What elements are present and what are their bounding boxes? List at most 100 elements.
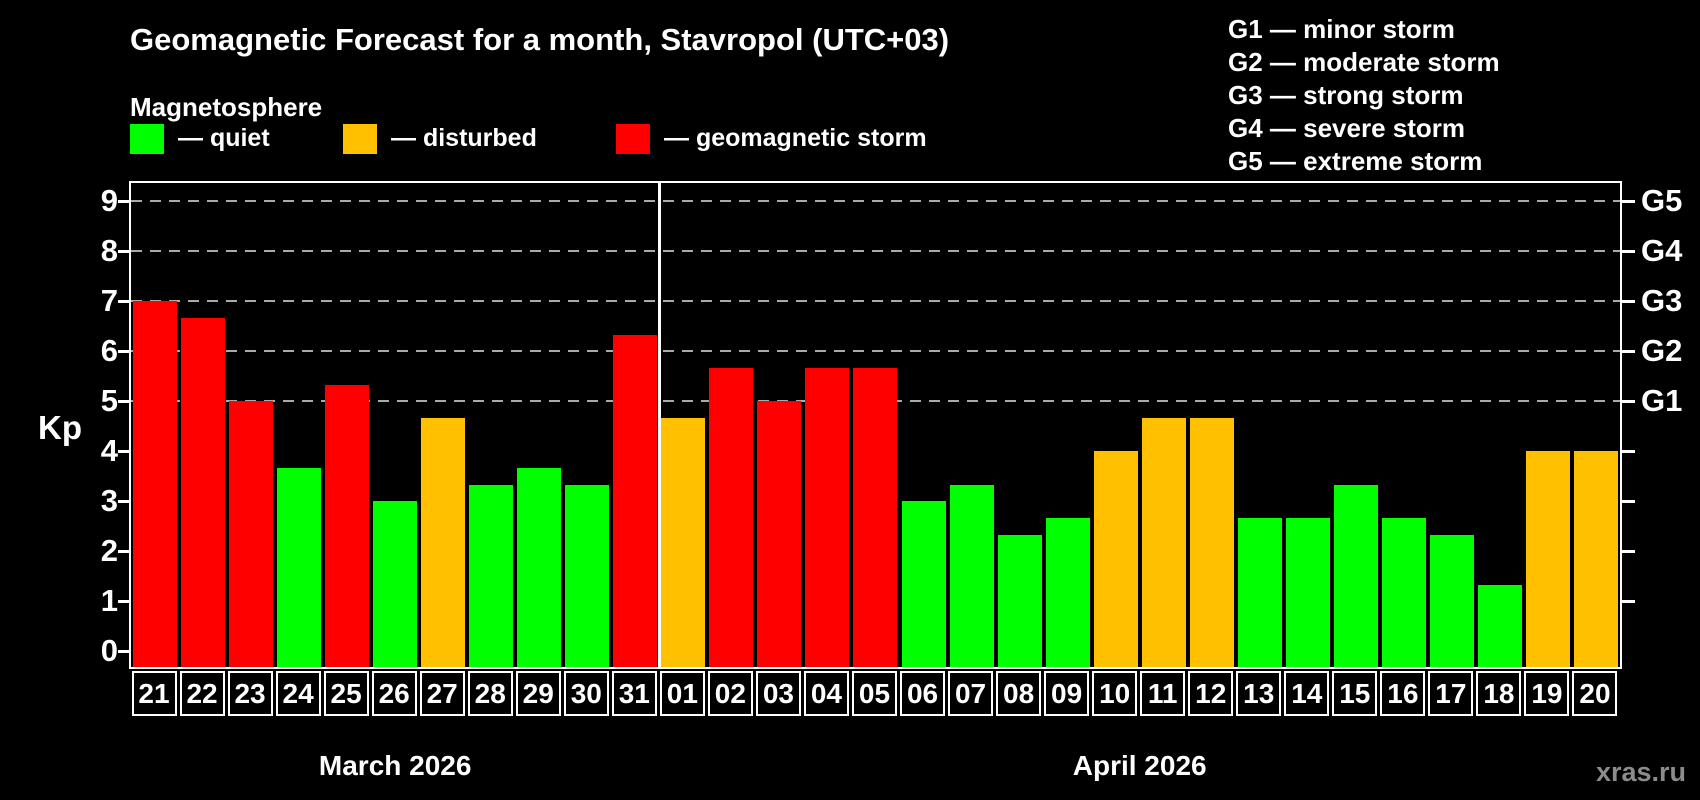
kp-bar-april-07 [949, 484, 994, 667]
y-tick-label-9: 9 [100, 183, 118, 218]
right-tick-mark-9 [1622, 200, 1635, 203]
date-label-25: 25 [323, 671, 369, 716]
date-label-13: 13 [1236, 671, 1282, 716]
date-label-31: 31 [611, 671, 657, 716]
y-tick-mark-8 [118, 250, 130, 253]
legend-item-storm: — geomagnetic storm [616, 123, 927, 154]
kp-bar-april-14 [1285, 517, 1330, 667]
kp-bar-march-30 [565, 484, 610, 667]
kp-bar-march-28 [469, 484, 514, 667]
right-axis-label-g3: G3 [1641, 283, 1683, 318]
kp-bar-march-23 [229, 401, 274, 667]
kp-bar-april-15 [1333, 484, 1378, 667]
magnetosphere-label: Magnetosphere [130, 92, 323, 122]
right-tick-mark-7 [1622, 300, 1635, 303]
y-tick-label-3: 3 [100, 483, 118, 518]
date-label-18: 18 [1476, 671, 1522, 716]
g-scale-legend: G1 — minor storm G2 — moderate storm G3 — … [1228, 13, 1500, 178]
y-tick-mark-0 [118, 650, 130, 653]
kp-bar-april-05 [853, 367, 898, 667]
kp-bar-march-22 [181, 317, 226, 667]
y-tick-mark-2 [118, 550, 130, 553]
y-axis-title: Kp [38, 409, 82, 446]
date-label-07: 07 [948, 671, 994, 716]
kp-bar-march-26 [373, 501, 418, 667]
chart-title: Geomagnetic Forecast for a month, Stavro… [130, 22, 950, 57]
date-label-20: 20 [1572, 671, 1618, 716]
right-axis-label-g5: G5 [1641, 183, 1683, 218]
gridline-kp7 [131, 300, 1620, 302]
right-tick-mark-8 [1622, 250, 1635, 253]
y-tick-mark-4 [118, 450, 130, 453]
date-label-02: 02 [707, 671, 753, 716]
g-legend-line-5: G5 — extreme storm [1228, 146, 1483, 176]
y-tick-mark-7 [118, 300, 130, 303]
kp-bar-april-03 [757, 401, 802, 667]
storm-label: — geomagnetic storm [664, 124, 927, 152]
right-tick-mark-1 [1622, 600, 1635, 603]
kp-bar-april-01 [661, 417, 706, 667]
kp-bar-april-18 [1477, 584, 1522, 667]
g-legend-line-1: G1 — minor storm [1228, 14, 1455, 44]
kp-bar-april-08 [997, 534, 1042, 667]
date-label-23: 23 [227, 671, 273, 716]
kp-bar-march-29 [517, 467, 562, 667]
kp-bar-april-12 [1189, 417, 1234, 667]
gridline-kp8 [131, 250, 1620, 252]
plot-area [129, 181, 1622, 669]
y-tick-label-5: 5 [100, 383, 118, 418]
month-separator [657, 183, 661, 667]
date-label-29: 29 [515, 671, 561, 716]
date-label-14: 14 [1284, 671, 1330, 716]
y-tick-label-7: 7 [100, 283, 118, 318]
kp-bar-march-24 [277, 467, 322, 667]
g-legend-line-3: G3 — strong storm [1228, 80, 1464, 110]
date-label-17: 17 [1428, 671, 1474, 716]
kp-bar-april-13 [1237, 517, 1282, 667]
date-label-22: 22 [179, 671, 225, 716]
g-legend-line-2: G2 — moderate storm [1228, 47, 1500, 77]
right-tick-mark-2 [1622, 550, 1635, 553]
kp-bar-april-20 [1573, 451, 1618, 667]
date-label-28: 28 [467, 671, 513, 716]
legend-item-disturbed: — disturbed [343, 123, 537, 154]
legend-item-quiet: — quiet [130, 123, 270, 154]
plot-inner [131, 183, 1620, 667]
kp-bar-april-19 [1525, 451, 1570, 667]
watermark: xras.ru [1595, 757, 1686, 787]
right-tick-mark-5 [1622, 400, 1635, 403]
y-tick-label-1: 1 [100, 583, 118, 618]
kp-bar-april-11 [1141, 417, 1186, 667]
right-tick-mark-3 [1622, 500, 1635, 503]
date-label-26: 26 [371, 671, 417, 716]
kp-bar-april-09 [1045, 517, 1090, 667]
right-tick-mark-6 [1622, 350, 1635, 353]
y-tick-mark-3 [118, 500, 130, 503]
kp-bar-march-31 [613, 334, 658, 667]
right-tick-mark-4 [1622, 450, 1635, 453]
date-label-24: 24 [275, 671, 321, 716]
kp-bar-april-06 [901, 501, 946, 667]
right-axis-label-g1: G1 [1641, 383, 1683, 418]
disturbed-label: — disturbed [391, 124, 537, 152]
kp-bar-april-17 [1429, 534, 1474, 667]
disturbed-color-swatch [343, 123, 377, 154]
date-label-10: 10 [1092, 671, 1138, 716]
right-axis-label-g4: G4 [1641, 233, 1683, 268]
date-label-11: 11 [1140, 671, 1186, 716]
date-label-01: 01 [659, 671, 705, 716]
date-label-19: 19 [1524, 671, 1570, 716]
y-tick-label-6: 6 [100, 333, 118, 368]
kp-bar-april-02 [709, 367, 754, 667]
date-label-30: 30 [563, 671, 609, 716]
y-tick-label-8: 8 [100, 233, 118, 268]
y-tick-mark-1 [118, 600, 130, 603]
g-legend-line-4: G4 — severe storm [1228, 113, 1466, 143]
date-label-06: 06 [900, 671, 946, 716]
storm-color-swatch [616, 123, 650, 154]
date-label-08: 08 [996, 671, 1042, 716]
kp-bar-march-27 [421, 417, 466, 667]
kp-bar-april-16 [1381, 517, 1426, 667]
quiet-label: — quiet [178, 124, 270, 152]
y-tick-mark-9 [118, 200, 130, 203]
